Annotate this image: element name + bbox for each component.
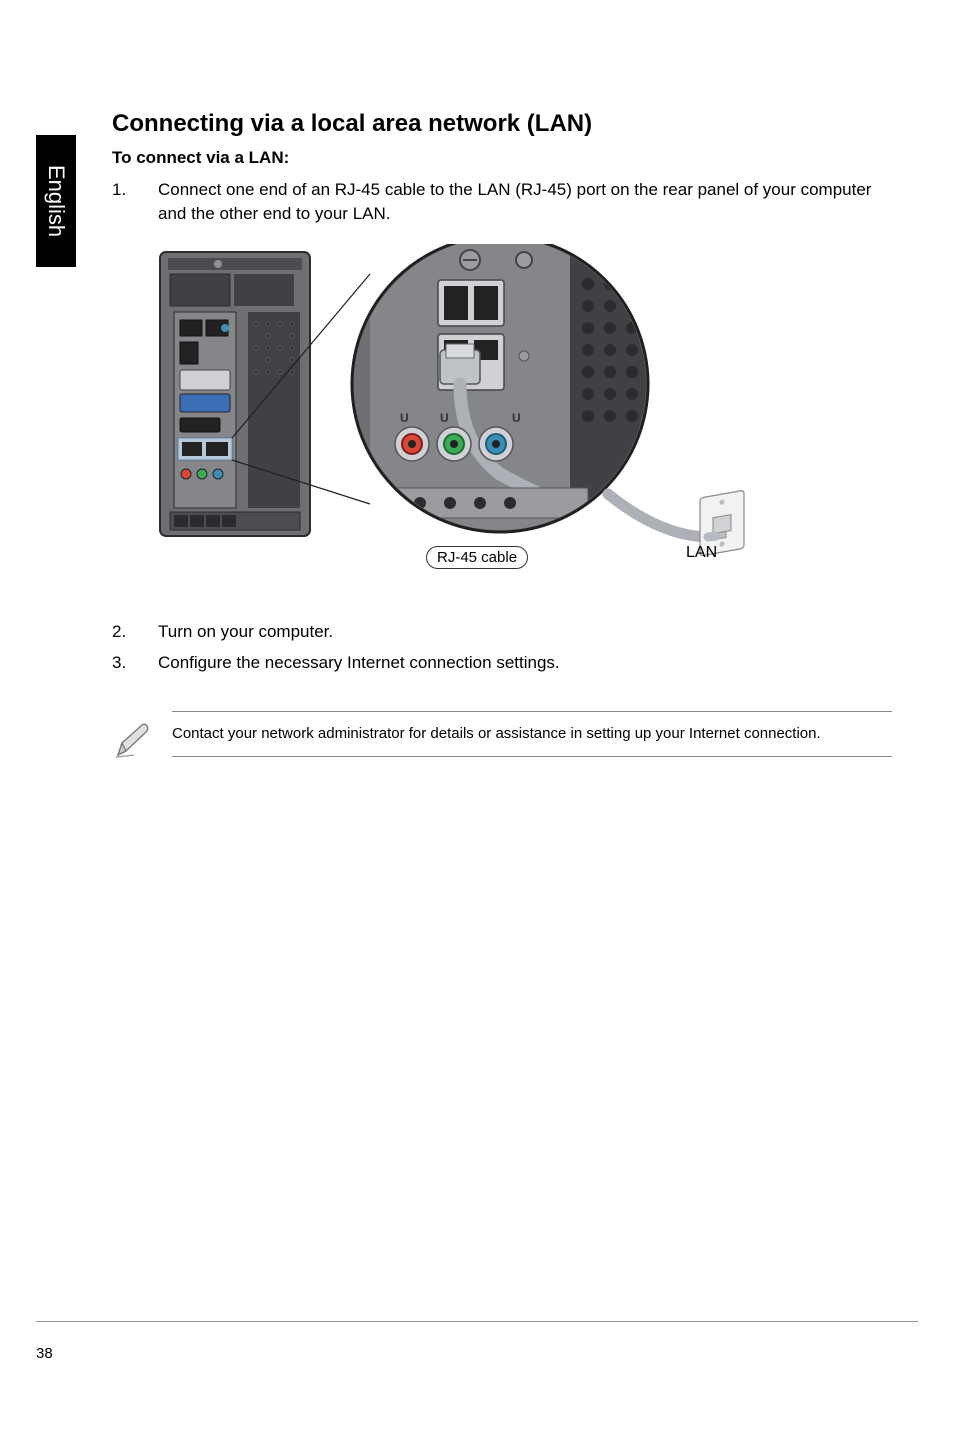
lan-connection-figure: U U U [140, 244, 760, 584]
step-1: 1. Connect one end of an RJ-45 cable to … [112, 178, 892, 226]
step-number: 2. [112, 620, 158, 644]
figure-label-lan: LAN [686, 544, 717, 562]
step-text: Configure the necessary Internet connect… [158, 651, 892, 675]
svg-text:U: U [400, 411, 409, 425]
lan-diagram-svg: U U U [140, 244, 760, 584]
note-text: Contact your network administrator for d… [172, 711, 892, 757]
step-number: 1. [112, 178, 158, 226]
figure-label-cable: RJ-45 cable [426, 546, 528, 569]
note-pen-icon [112, 711, 172, 766]
rj45-cable-label: RJ-45 cable [426, 546, 528, 569]
step-number: 3. [112, 651, 158, 675]
section-subheading: To connect via a LAN: [112, 148, 892, 168]
language-tab: English [36, 135, 76, 267]
section-heading: Connecting via a local area network (LAN… [112, 110, 892, 138]
svg-text:U: U [512, 411, 521, 425]
step-text: Turn on your computer. [158, 620, 892, 644]
step-2: 2. Turn on your computer. [112, 620, 892, 644]
pc-rear-panel [160, 252, 310, 536]
footer-rule [36, 1321, 918, 1322]
step-3: 3. Configure the necessary Internet conn… [112, 651, 892, 675]
page-number: 38 [36, 1345, 53, 1362]
step-text: Connect one end of an RJ-45 cable to the… [158, 178, 892, 226]
page-content: Connecting via a local area network (LAN… [112, 110, 892, 766]
note-block: Contact your network administrator for d… [112, 711, 892, 766]
svg-text:U: U [440, 411, 449, 425]
language-tab-label: English [43, 165, 69, 237]
